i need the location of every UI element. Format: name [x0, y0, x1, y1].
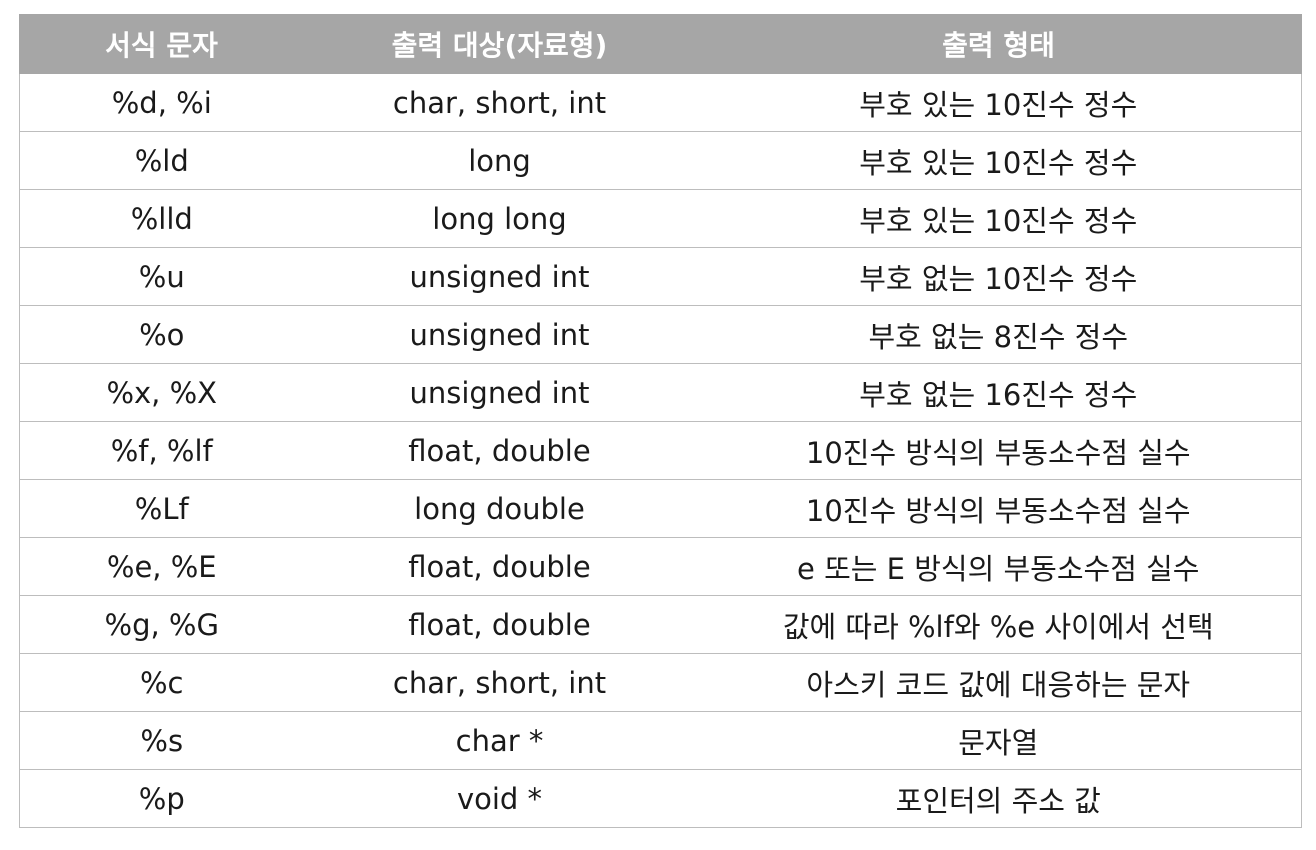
table-body: %d, %i char, short, int 부호 있는 10진수 정수 %l… — [19, 73, 1302, 828]
cell-target-type: char, short, int — [303, 653, 696, 712]
cell-output-form: e 또는 E 방식의 부동소수점 실수 — [695, 537, 1302, 596]
table-row: %ld long 부호 있는 10진수 정수 — [19, 131, 1302, 190]
header-row: 서식 문자 출력 대상(자료형) 출력 형태 — [19, 14, 1302, 74]
cell-output-form: 부호 없는 16진수 정수 — [695, 363, 1302, 422]
table-row: %g, %G float, double 값에 따라 %lf와 %e 사이에서 … — [19, 595, 1302, 654]
cell-format-char: %e, %E — [19, 537, 304, 596]
table-row: %lld long long 부호 있는 10진수 정수 — [19, 189, 1302, 248]
table-row: %d, %i char, short, int 부호 있는 10진수 정수 — [19, 73, 1302, 132]
table-row: %f, %lf float, double 10진수 방식의 부동소수점 실수 — [19, 421, 1302, 480]
table-row: %c char, short, int 아스키 코드 값에 대응하는 문자 — [19, 653, 1302, 712]
cell-format-char: %c — [19, 653, 304, 712]
cell-target-type: long double — [303, 479, 696, 538]
cell-target-type: long — [303, 131, 696, 190]
table-row: %o unsigned int 부호 없는 8진수 정수 — [19, 305, 1302, 364]
table-row: %e, %E float, double e 또는 E 방식의 부동소수점 실수 — [19, 537, 1302, 596]
cell-format-char: %g, %G — [19, 595, 304, 654]
format-specifier-table-container: 서식 문자 출력 대상(자료형) 출력 형태 %d, %i char, shor… — [19, 14, 1302, 828]
cell-target-type: unsigned int — [303, 247, 696, 306]
cell-output-form: 부호 있는 10진수 정수 — [695, 189, 1302, 248]
header-target-type: 출력 대상(자료형) — [303, 14, 696, 74]
cell-format-char: %Lf — [19, 479, 304, 538]
cell-output-form: 값에 따라 %lf와 %e 사이에서 선택 — [695, 595, 1302, 654]
cell-target-type: unsigned int — [303, 363, 696, 422]
table-row: %x, %X unsigned int 부호 없는 16진수 정수 — [19, 363, 1302, 422]
cell-output-form: 부호 있는 10진수 정수 — [695, 131, 1302, 190]
cell-output-form: 10진수 방식의 부동소수점 실수 — [695, 421, 1302, 480]
cell-output-form: 10진수 방식의 부동소수점 실수 — [695, 479, 1302, 538]
cell-format-char: %s — [19, 711, 304, 770]
cell-output-form: 부호 없는 8진수 정수 — [695, 305, 1302, 364]
cell-output-form: 부호 있는 10진수 정수 — [695, 73, 1302, 132]
cell-target-type: float, double — [303, 595, 696, 654]
cell-output-form: 포인터의 주소 값 — [695, 769, 1302, 828]
header-output-form: 출력 형태 — [695, 14, 1302, 74]
cell-output-form: 아스키 코드 값에 대응하는 문자 — [695, 653, 1302, 712]
cell-format-char: %d, %i — [19, 73, 304, 132]
format-specifier-table: 서식 문자 출력 대상(자료형) 출력 형태 %d, %i char, shor… — [19, 14, 1302, 828]
table-header: 서식 문자 출력 대상(자료형) 출력 형태 — [19, 14, 1302, 74]
cell-target-type: void * — [303, 769, 696, 828]
cell-format-char: %x, %X — [19, 363, 304, 422]
table-row: %p void * 포인터의 주소 값 — [19, 769, 1302, 828]
table-row: %s char * 문자열 — [19, 711, 1302, 770]
table-row: %Lf long double 10진수 방식의 부동소수점 실수 — [19, 479, 1302, 538]
cell-format-char: %f, %lf — [19, 421, 304, 480]
cell-target-type: char, short, int — [303, 73, 696, 132]
cell-output-form: 부호 없는 10진수 정수 — [695, 247, 1302, 306]
cell-format-char: %p — [19, 769, 304, 828]
cell-target-type: long long — [303, 189, 696, 248]
cell-format-char: %u — [19, 247, 304, 306]
header-format-char: 서식 문자 — [19, 14, 304, 74]
cell-format-char: %ld — [19, 131, 304, 190]
cell-format-char: %lld — [19, 189, 304, 248]
cell-target-type: float, double — [303, 537, 696, 596]
cell-target-type: float, double — [303, 421, 696, 480]
cell-target-type: unsigned int — [303, 305, 696, 364]
table-row: %u unsigned int 부호 없는 10진수 정수 — [19, 247, 1302, 306]
cell-target-type: char * — [303, 711, 696, 770]
cell-output-form: 문자열 — [695, 711, 1302, 770]
cell-format-char: %o — [19, 305, 304, 364]
